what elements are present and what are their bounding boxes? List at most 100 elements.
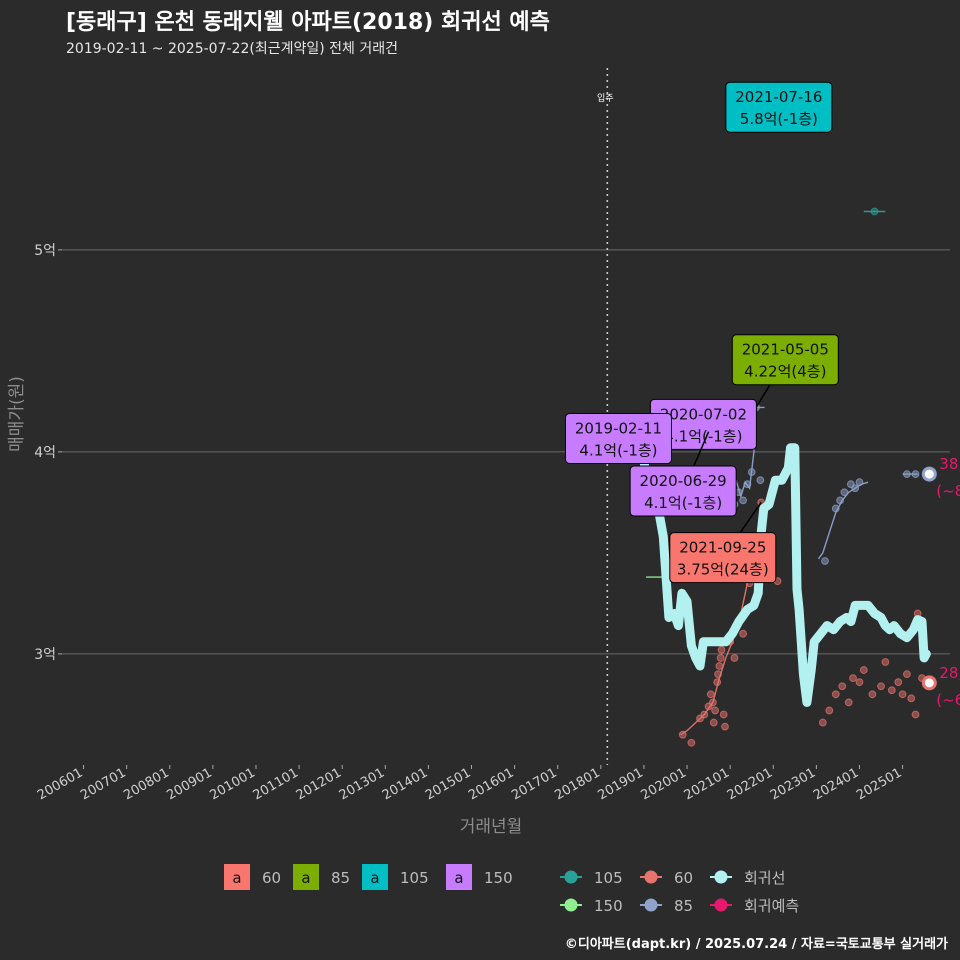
x-tick-label: 202401 (811, 765, 861, 803)
series-60-point (715, 662, 724, 670)
x-tick-label: 200601 (35, 765, 85, 803)
series-60-point (907, 694, 916, 703)
chart-subtitle: 2019-02-11 ~ 2025-07-22(최근계약일) 전체 거래건 (66, 41, 398, 57)
legend-point-dot (564, 870, 578, 884)
series-60-point (709, 698, 717, 707)
annotation-price: 3.75억(24층) (677, 561, 769, 579)
series-60-point (831, 690, 840, 699)
x-tick-label: 201501 (423, 765, 473, 803)
series-60-point (911, 710, 920, 719)
annotation-box (725, 81, 833, 133)
x-tick-label: 200901 (164, 765, 214, 803)
series-60-point (706, 690, 715, 699)
series-60-point (894, 678, 903, 687)
series-60-point (716, 654, 725, 662)
series-60-point (868, 690, 877, 699)
legend-point-label: 회귀예측 (744, 897, 799, 915)
series-85-point (902, 470, 911, 479)
series-85-point (840, 488, 849, 497)
legend-point-label: 105 (594, 869, 623, 887)
series-85-point (743, 480, 752, 489)
series-85-point (821, 557, 829, 565)
x-tick-label: 201401 (380, 765, 430, 803)
x-tick-label: 202201 (725, 765, 775, 803)
prediction-value-label: 28,567 (939, 664, 960, 682)
annotation-box (731, 334, 839, 386)
series-60-point (709, 718, 718, 727)
series-60-point (838, 682, 847, 691)
annotation-price: 4.1억(-1층) (664, 427, 742, 445)
x-tick-label: 202001 (639, 765, 689, 803)
legend-point-dot (644, 870, 658, 884)
x-tick-label: 201101 (251, 765, 301, 803)
legend-fill-label: 105 (400, 869, 429, 887)
series-85-point (756, 476, 765, 485)
series-60-point (898, 690, 907, 699)
legend-point-dot (714, 870, 728, 884)
prediction-value-label: 38,900 (939, 455, 960, 473)
x-tick-label: 202301 (768, 765, 818, 803)
legend-fill-key (224, 864, 250, 890)
series-60-point (717, 645, 726, 654)
series-60-point (719, 710, 728, 719)
annotation-date: 2021-09-25 (679, 539, 766, 557)
prediction-point (921, 675, 937, 691)
legend-fill-glyph: a (301, 869, 310, 887)
chart-footer: ©디아파트(dapt.kr) / 2025.07.24 / 자료=국토교통부 실… (564, 937, 948, 952)
series-85-point (747, 468, 756, 476)
prediction-area-label: (~85㎡) (936, 482, 960, 500)
series-60-point (739, 629, 747, 638)
x-tick-label: 201801 (552, 765, 602, 803)
annotation-date: 2021-05-05 (742, 341, 829, 359)
x-tick-label: 201301 (337, 765, 387, 803)
annotation-box (669, 532, 777, 584)
annotation-layer: 입주 2021-07-16 5.8억(-1층) 2021-05-05 4.22억(4층)… (564, 68, 839, 765)
legend-fill-label: 150 (484, 869, 513, 887)
prediction-area-label: (~60㎡) (936, 691, 960, 709)
legend-fill-glyph: a (232, 869, 241, 887)
x-tick-label: 201701 (509, 765, 559, 803)
regression-line (636, 427, 931, 707)
annotation-date: 2020-06-29 (640, 472, 727, 490)
y-tick-label: 3억 (34, 647, 56, 663)
series-85-point (831, 504, 840, 513)
chart-title: [동래구] 온천 동래지웰 아파트(2018) 회귀선 예측 (66, 10, 550, 35)
legend-fill-key (293, 864, 319, 890)
series-60-point (877, 682, 885, 691)
grid-layer (62, 249, 950, 655)
series-60-point (855, 678, 864, 687)
legend-point-label: 85 (674, 897, 693, 915)
legend-fill-label: 60 (262, 869, 281, 887)
series-60-point (859, 666, 868, 674)
series-60-point (818, 718, 827, 727)
legend-fill-glyph: a (370, 869, 379, 887)
annotation-price: 5.8억(-1층) (740, 110, 818, 128)
y-tick-label: 5억 (34, 243, 56, 259)
regression-layer: 38,900 (~85㎡) 28,567 (~60㎡) (636, 427, 960, 709)
legend-point-dot (714, 898, 728, 912)
series-85-point (739, 496, 747, 505)
series-105-point (870, 207, 879, 216)
legend-layer: a 60 a 85 a 105 a 150 105 60 회귀선 150 85 회귀예측 (224, 864, 799, 915)
series-85-point (836, 496, 844, 505)
y-tick-label: 4억 (34, 445, 56, 461)
series-60-point (844, 698, 853, 707)
series-60-point (687, 738, 696, 747)
series-60-point (678, 730, 687, 739)
series-60-point (700, 710, 709, 719)
annotation-price: 4.22억(4층) (744, 363, 826, 381)
series-85-point (851, 484, 860, 493)
x-tick-label: 201601 (466, 765, 516, 803)
annotation-date: 2021-07-16 (735, 88, 822, 106)
series-60-point (721, 722, 729, 731)
y-axis-title: 매매가(원) (7, 376, 27, 452)
legend-fill-key (446, 864, 472, 890)
legend-fill-label: 85 (331, 869, 350, 887)
annotation-price: 4.1억(-1층) (644, 494, 722, 512)
series-60-point (881, 658, 890, 666)
legend-point-label: 60 (674, 869, 693, 887)
series-60-point (825, 706, 834, 715)
series-85-point (911, 470, 920, 479)
annotation-box (629, 465, 737, 517)
